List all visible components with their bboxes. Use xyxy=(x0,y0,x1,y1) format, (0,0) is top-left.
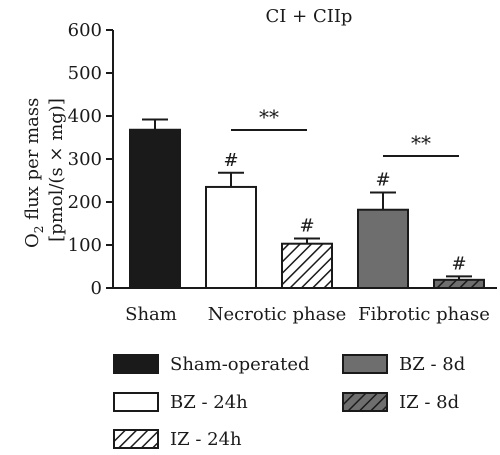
legend-label: Sham-operated xyxy=(170,354,310,375)
y-tick-label: 300 xyxy=(68,149,102,170)
y-tick-label: 200 xyxy=(68,192,102,213)
y-tick-label: 100 xyxy=(68,235,102,256)
legend-swatch xyxy=(113,429,159,449)
y-tick-label: 0 xyxy=(91,278,102,299)
x-tick-label: Sham xyxy=(125,304,177,325)
significance-marker: # xyxy=(451,253,466,274)
legend-label: BZ - 24h xyxy=(170,392,248,413)
y-tick-label: 600 xyxy=(68,20,102,41)
significance-annotations: ** ** xyxy=(231,105,459,157)
legend-label: BZ - 8d xyxy=(399,354,465,375)
y-tick-label: 400 xyxy=(68,106,102,127)
legend-swatch xyxy=(113,392,159,412)
legend-label: IZ - 8d xyxy=(399,392,459,413)
bar-bz-8d xyxy=(357,208,409,290)
y-axis-label-subscript: 2 xyxy=(32,226,46,234)
significance-label: ** xyxy=(411,131,431,155)
significance-marker: # xyxy=(299,216,314,237)
significance-marker: # xyxy=(375,170,390,191)
legend: Sham-operated BZ - 24h IZ - 24h BZ - 8d IZ -… xyxy=(113,354,465,450)
y-axis-label-line2: [pmol/(s × mg)] xyxy=(46,98,67,242)
legend-swatch xyxy=(342,392,388,412)
y-axis-label-line1: O2 flux per mass xyxy=(22,92,46,248)
significance-label: ** xyxy=(259,105,279,129)
x-axis: Sham Necrotic phase Fibrotic phase xyxy=(113,287,497,325)
bar-iz-8d xyxy=(433,278,485,289)
x-tick-label: Necrotic phase xyxy=(208,304,346,325)
bar-bz-24h xyxy=(205,185,257,289)
significance-marker: # xyxy=(223,150,238,171)
chart-title: CI + CIIp xyxy=(266,6,353,27)
bar-sham-operated xyxy=(129,128,181,289)
y-axis: 0 100 200 300 400 500 600 xyxy=(68,20,114,299)
legend-swatch xyxy=(113,354,159,374)
y-axis-label: O2 flux per mass [pmol/(s × mg)] xyxy=(22,92,67,248)
legend-label: IZ - 24h xyxy=(170,429,242,450)
y-tick-label: 500 xyxy=(68,63,102,84)
x-tick-label: Fibrotic phase xyxy=(358,304,490,325)
legend-swatch xyxy=(342,354,388,374)
bar-iz-24h xyxy=(281,242,333,290)
bars: # # # # xyxy=(129,118,485,290)
